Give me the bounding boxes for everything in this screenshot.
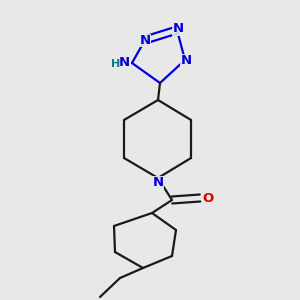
Text: H: H [111,59,121,69]
Text: N: N [152,176,164,188]
Text: N: N [180,53,192,67]
Text: N: N [172,22,184,35]
Text: N: N [118,56,130,70]
Text: O: O [202,191,214,205]
Text: N: N [140,34,151,46]
